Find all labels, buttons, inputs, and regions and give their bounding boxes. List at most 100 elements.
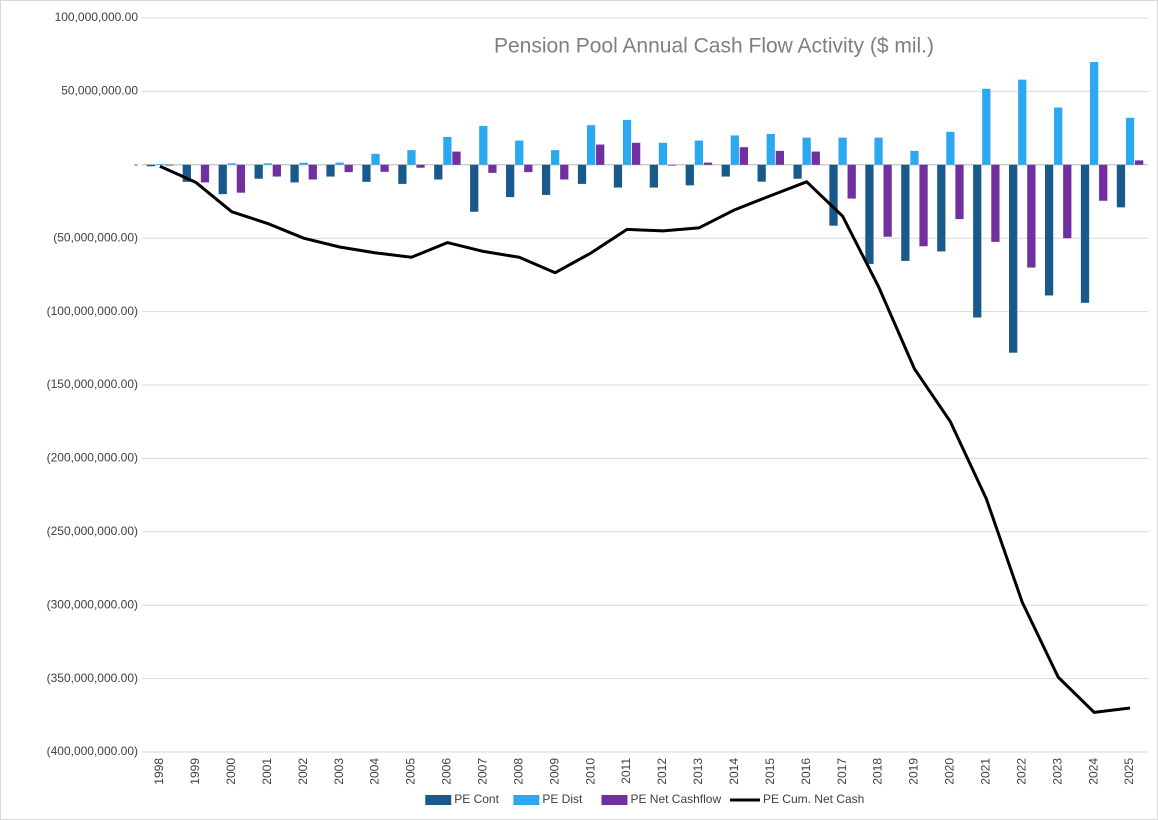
bar [596,144,605,165]
x-tick-label: 2021 [978,758,992,785]
bar [380,164,389,172]
bar [1125,117,1135,165]
bar [829,164,838,226]
bar [1044,164,1054,296]
bar [362,164,371,182]
x-tick-label: 2018 [871,758,885,785]
bar [524,164,533,173]
bar [326,164,335,177]
bar [622,119,632,165]
y-tick-label: (400,000,000.00) [47,744,138,758]
legend-swatch [601,795,628,805]
bar [560,164,569,180]
bar [730,135,739,165]
x-tick-label: 2002 [296,758,310,785]
bar [793,164,802,179]
bar [227,163,236,165]
bar [1018,79,1027,165]
bar [272,164,281,177]
bar [479,125,488,165]
bar [757,164,766,182]
x-tick-label: 2000 [224,758,238,785]
bar [586,125,596,165]
bar [802,137,811,165]
bar [290,164,299,183]
y-tick-label: 100,000,000.00 [55,10,139,24]
bar [937,164,946,252]
x-tick-label: 2015 [763,758,777,785]
bar [236,164,246,193]
bar [398,164,407,184]
legend-label: PE Net Cashflow [630,792,721,806]
bar [919,164,928,247]
bar [182,164,191,182]
bar [694,140,704,165]
x-tick-label: 1998 [152,758,166,785]
bar [470,164,479,212]
bar [577,164,587,184]
y-tick-label: (250,000,000.00) [47,524,138,538]
x-tick-label: 2005 [404,758,418,785]
bar [847,164,856,199]
bar [335,162,344,165]
bar [254,164,263,179]
bar [371,153,380,165]
bar [667,164,677,166]
bar [775,150,784,165]
x-tick-label: 2008 [511,758,525,785]
bar [703,162,713,165]
bar [1009,164,1018,353]
bar [946,131,955,165]
x-tick-label: 2006 [440,758,454,785]
x-tick-label: 2010 [583,758,597,785]
bar [883,164,892,237]
x-tick-label: 2001 [260,758,274,785]
x-tick-label: 2004 [368,758,382,785]
bar [416,164,425,168]
bar [164,164,174,166]
bar [739,147,749,165]
legend-swatch [513,795,540,805]
x-tick-label: 1999 [188,758,202,785]
bar [200,164,210,183]
x-tick-label: 2014 [727,758,741,785]
x-tick-label: 2013 [691,758,705,785]
bar [982,88,991,165]
y-tick-label: (300,000,000.00) [47,597,138,611]
bar [901,164,910,261]
chart-title: Pension Pool Annual Cash Flow Activity (… [494,35,934,58]
legend-label: PE Dist [542,792,583,806]
legend-label: PE Cont [454,792,499,806]
bar [407,150,416,165]
x-tick-label: 2020 [943,758,957,785]
bar [344,164,353,173]
x-tick-label: 2007 [475,758,489,785]
bar [1134,160,1144,165]
bar [973,164,982,318]
x-tick-label: 2009 [547,758,561,785]
bar [991,164,1000,242]
y-tick-label: (150,000,000.00) [47,377,138,391]
legend-swatch [425,795,452,805]
x-tick-label: 2024 [1086,758,1100,785]
bar [551,150,560,165]
bar [434,164,443,180]
bar [263,163,272,165]
bar [1027,164,1036,268]
bar [874,137,883,165]
bar [1080,164,1090,303]
bar [955,164,964,220]
y-tick-label: - [134,157,138,171]
bar [155,164,165,165]
bar [649,164,659,188]
y-tick-label: (350,000,000.00) [47,671,138,685]
bar [218,164,227,195]
bar [443,136,452,165]
y-tick-label: (50,000,000.00) [53,230,138,244]
bar [452,151,461,165]
bar [910,150,919,165]
bar [613,164,623,188]
bar [1063,164,1072,239]
bar [766,133,775,165]
x-tick-label: 2011 [619,758,633,784]
